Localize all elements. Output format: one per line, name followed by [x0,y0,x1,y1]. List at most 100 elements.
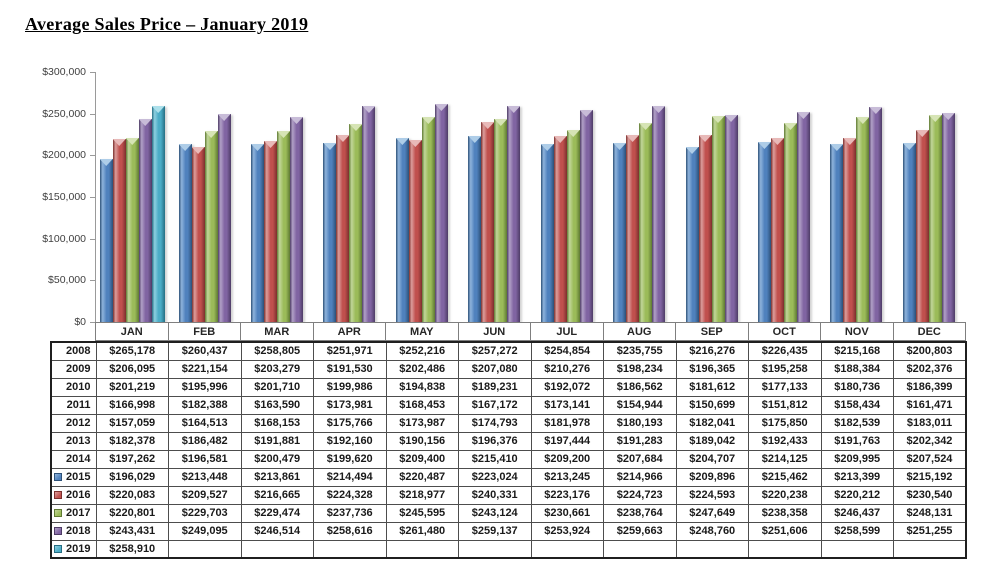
year-cell-2012: 2012 [50,413,97,433]
year-cell-2014: 2014 [50,449,97,469]
value-cell-2015-jun: $223,024 [458,467,532,487]
value-cell-2016-may: $218,977 [385,485,459,505]
value-cell-2013-mar: $191,881 [240,431,314,451]
value-cell-2015-apr: $214,494 [313,467,387,487]
bar-2015-mar [251,144,265,322]
bar-2018-aug [652,106,666,322]
bar-top-bevel [468,136,482,143]
bar-2018-jul [579,110,593,322]
value-cell-2008-nov: $215,168 [820,341,894,361]
bar-top-bevel [204,131,218,138]
table-row-2014: 2014 $197,262 $196,581 $200,479 $199,620 $209… [50,449,967,469]
value-cell-2018-sep: $248,760 [675,521,749,541]
bar-top-bevel [626,135,640,142]
value-cell-2016-feb: $209,527 [168,485,242,505]
bar-top-bevel [783,123,797,130]
value-cell-2012-feb: $164,513 [168,413,242,433]
bar-top-bevel [336,135,350,142]
value-cell-2017-apr: $237,736 [313,503,387,523]
value-cell-2016-oct: $220,238 [748,485,822,505]
bar-top-bevel [434,104,448,111]
value-cell-2017-jun: $243,124 [458,503,532,523]
bar-2015-oct [757,142,771,322]
data-table: 2008 $265,178 $260,437 $258,805 $251,971 $252… [50,341,967,559]
value-cell-2011-jan: $166,998 [95,395,169,415]
bar-2017-may [421,117,435,322]
month-label-feb: FEB [168,322,241,341]
value-cell-2018-jul: $253,924 [530,521,604,541]
value-cell-2016-apr: $224,328 [313,485,387,505]
year-cell-2011: 2011 [50,395,97,415]
value-cell-2013-sep: $189,042 [675,431,749,451]
value-cell-2013-aug: $191,283 [603,431,677,451]
bar-2017-mar [277,131,291,322]
value-cell-2015-jan: $196,029 [95,467,169,487]
table-row-2015: 2015 $196,029 $213,448 $213,861 $214,494 $220… [50,467,967,487]
value-cell-2013-dec: $202,342 [893,431,967,451]
value-cell-2015-nov: $213,399 [820,467,894,487]
month-label-dec: DEC [893,322,966,341]
bar-2017-jul [566,130,580,322]
y-axis-label: $50,000 [48,274,86,287]
bar-2017-apr [349,124,363,322]
bar-top-bevel [928,115,942,122]
bar-top-bevel [613,143,627,150]
value-cell-2015-feb: $213,448 [168,467,242,487]
value-cell-2017-oct: $238,358 [748,503,822,523]
year-cell-2009: 2009 [50,359,97,379]
bar-2015-dec [902,143,916,322]
value-cell-2010-may: $194,838 [385,377,459,397]
bar-group-feb [168,72,240,322]
year-cell-2013: 2013 [50,431,97,451]
value-cell-2017-nov: $246,437 [820,503,894,523]
value-cell-2018-nov: $258,599 [820,521,894,541]
bar-2018-sep [724,115,738,322]
value-cell-2008-mar: $258,805 [240,341,314,361]
value-cell-2014-mar: $200,479 [240,449,314,469]
value-cell-2014-oct: $214,125 [748,449,822,469]
table-row-2013: 2013 $182,378 $186,482 $191,881 $192,160 $190… [50,431,967,451]
value-cell-2019-oct [748,539,822,559]
bar-group-apr [313,72,385,322]
plot-area [96,72,965,322]
bar-2016-oct [770,138,784,322]
value-cell-2013-jun: $196,376 [458,431,532,451]
table-row-2017: 2017 $220,801 $229,703 $229,474 $237,736 $245… [50,503,967,523]
value-cell-2015-sep: $209,896 [675,467,749,487]
bar-top-bevel [408,140,422,147]
value-cell-2008-jun: $257,272 [458,341,532,361]
value-cell-2013-may: $190,156 [385,431,459,451]
bar-2016-feb [191,147,205,322]
bar-top-bevel [941,113,955,120]
month-label-jan: JAN [95,322,169,341]
value-cell-2015-aug: $214,966 [603,467,677,487]
value-cell-2013-jan: $182,378 [95,431,169,451]
value-cell-2016-jan: $220,083 [95,485,169,505]
value-cell-2019-mar [240,539,314,559]
bar-top-bevel [902,143,916,150]
value-cell-2008-jan: $265,178 [95,341,169,361]
bar-top-bevel [481,122,495,129]
value-cell-2011-oct: $151,812 [748,395,822,415]
value-cell-2019-jun [458,539,532,559]
bar-top-bevel [290,117,304,124]
bar-top-bevel [711,116,725,123]
table-row-2008: 2008 $265,178 $260,437 $258,805 $251,971 $252… [50,341,967,361]
bar-2016-dec [915,130,929,322]
bar-2018-jun [507,106,521,322]
value-cell-2011-feb: $182,388 [168,395,242,415]
bar-group-nov [820,72,892,322]
bar-top-bevel [639,123,653,130]
value-cell-2014-may: $209,400 [385,449,459,469]
value-cell-2008-sep: $216,276 [675,341,749,361]
value-cell-2012-aug: $180,193 [603,413,677,433]
value-cell-2009-dec: $202,376 [893,359,967,379]
bar-2016-mar [264,141,278,322]
value-cell-2016-jul: $223,176 [530,485,604,505]
table-row-2018: 2018 $243,431 $249,095 $246,514 $258,616 $261… [50,521,967,541]
y-axis-line [95,72,96,323]
value-cell-2013-apr: $192,160 [313,431,387,451]
bar-top-bevel [770,138,784,145]
table-row-2016: 2016 $220,083 $209,527 $216,665 $224,328 $218… [50,485,967,505]
bar-2018-mar [290,117,304,322]
